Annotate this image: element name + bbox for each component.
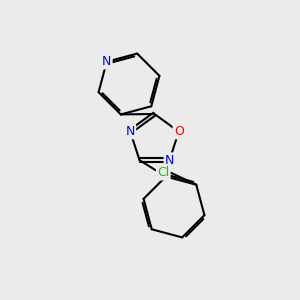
Text: N: N — [126, 125, 135, 138]
Text: N: N — [102, 55, 111, 68]
Text: O: O — [174, 125, 184, 138]
Text: N: N — [165, 154, 174, 166]
Text: Cl: Cl — [157, 166, 170, 179]
